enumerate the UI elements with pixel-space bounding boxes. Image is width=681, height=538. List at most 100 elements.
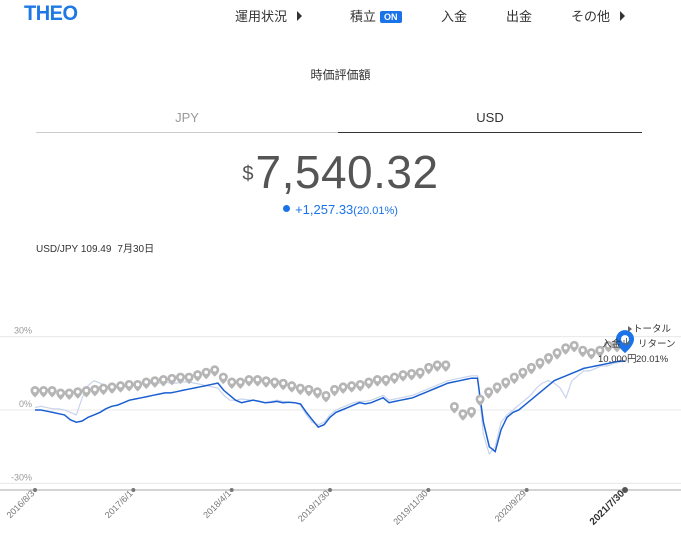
x-tick-dot [33,488,37,492]
deposit-marker-icon[interactable] [381,375,391,387]
deposit-marker-icon[interactable] [321,390,331,403]
deposit-marker-icon[interactable] [47,386,57,398]
caret-left-icon [628,326,632,332]
deposit-marker-icon[interactable] [81,386,91,398]
deposit-marker-icon[interactable] [116,381,126,393]
deposit-marker-icon[interactable] [569,340,579,353]
deposit-marker-icon[interactable] [167,373,177,386]
deposit-marker-icon[interactable] [441,360,451,372]
performance-chart[interactable]: 30% 0% -30% 2016/8/3 2017/6/1 2018/4/1 2019/1… [0,290,681,538]
tab-jpy[interactable]: JPY [36,110,338,133]
deposit-marker-icon[interactable] [176,372,185,385]
y-tick-label: 0% [19,399,32,409]
deposit-marker-icon[interactable] [595,345,605,358]
nav-withdraw[interactable]: 出金 [506,6,532,25]
deposit-marker-icon[interactable] [287,381,297,393]
nav-recurring[interactable]: 積立 ON [350,6,402,25]
deposit-marker-icon[interactable] [193,370,203,382]
deposit-marker-icon[interactable] [330,384,340,397]
deposit-marker-icon[interactable] [389,372,399,385]
x-tick-label: 2016/8/3 [5,488,37,520]
deposit-marker-icon[interactable] [398,370,408,382]
deposit-marker-icon[interactable] [56,388,66,400]
deposit-marker-icon[interactable] [347,381,357,393]
nav-other[interactable]: その他 [571,6,626,25]
deposit-marker-icon[interactable] [501,377,511,390]
nav-deposit-label: 入金 [441,9,468,24]
deposit-marker-icon[interactable] [364,377,374,390]
theo-logo[interactable]: THEO [24,2,78,25]
deposit-marker-icon[interactable] [64,388,74,401]
deposit-marker-icon[interactable] [449,401,459,414]
deposit-marker-icon[interactable] [518,367,528,380]
x-tick-dot [622,487,628,493]
deposit-marker-icon[interactable] [244,375,254,387]
deposit-marker-icon[interactable] [98,383,108,396]
deposit-marker-icon[interactable] [278,378,288,391]
deposit-marker-icon[interactable] [107,382,117,394]
deposit-marker-icon[interactable] [270,377,280,390]
deposit-marker-icon[interactable] [458,409,468,421]
deposit-marker-icon[interactable] [544,353,554,365]
nav-deposit[interactable]: 入金 [441,6,467,25]
caret-right-icon [620,11,626,21]
deposit-marker-icon[interactable] [535,357,545,370]
x-tick-dot [229,488,234,492]
deposit-marker-icon[interactable] [492,382,502,394]
deposit-marker-icon[interactable] [603,340,613,353]
deposit-marker-icon[interactable] [475,394,485,407]
deposit-marker-icon[interactable] [30,386,40,398]
bar-chart-icon [623,338,630,345]
deposit-marker-icon[interactable] [227,377,237,390]
fx-rate: USD/JPY 109.49 7月30日 [36,240,160,255]
deposit-marker-icon[interactable] [467,406,476,419]
chart-annotation: 20.01% [636,354,669,365]
change-dot-icon [283,205,291,212]
x-tick-dot [524,488,529,492]
deposit-marker-icon[interactable] [158,375,168,387]
tab-usd[interactable]: USD [338,110,642,133]
chart-annotation: 10,000円 [598,354,637,365]
deposit-marker-icon[interactable] [261,376,271,388]
deposit-marker-icon[interactable] [424,362,434,375]
deposit-marker-icon[interactable] [218,372,228,385]
x-tick-dot [131,488,136,492]
deposit-marker-icon[interactable] [338,382,348,394]
x-tick-label: 2019/1/30 [296,488,331,523]
nav-other-label: その他 [571,9,611,24]
deposit-marker-icon[interactable] [39,386,49,398]
deposit-marker-icon[interactable] [552,348,562,360]
deposit-marker-icon[interactable] [355,379,365,392]
nav-performance[interactable]: 運用状況 [235,6,303,25]
deposit-marker-icon[interactable] [201,367,211,380]
deposit-marker-icon[interactable] [235,377,245,390]
deposit-marker-icon[interactable] [526,362,536,375]
deposit-marker-icon[interactable] [304,384,314,397]
nav-recurring-label: 積立 [350,9,377,24]
deposit-marker-icon[interactable] [578,345,588,358]
deposit-marker-icon[interactable] [150,376,160,388]
deposit-marker-icon[interactable] [253,375,263,387]
deposit-marker-icon[interactable] [561,343,571,355]
deposit-marker-icon[interactable] [432,360,442,372]
deposit-marker-icon[interactable] [184,372,194,385]
deposit-marker-icon[interactable] [407,368,417,381]
deposit-marker-icon[interactable] [484,387,494,399]
amount-value: 7,540.32 [255,146,439,198]
deposit-marker-icon[interactable] [73,387,83,399]
deposit-marker-icon[interactable] [210,365,220,377]
deposit-marker-icon[interactable] [312,387,322,399]
x-tick-dot [426,488,431,492]
deposit-marker-icon[interactable] [509,372,519,385]
deposit-marker-icon[interactable] [124,379,134,392]
recurring-on-badge: ON [380,11,402,23]
deposit-marker-icon[interactable] [372,375,382,387]
deposit-marker-icon[interactable] [90,384,100,397]
deposit-marker-icon[interactable] [586,348,596,360]
deposit-marker-icon[interactable] [133,379,143,392]
deposit-marker-icon[interactable] [295,383,305,396]
deposit-marker-icon[interactable] [415,367,425,380]
nav-withdraw-label: 出金 [506,9,533,24]
deposit-marker-icon[interactable] [141,377,151,390]
change-value: +1,257.33 [295,202,354,217]
